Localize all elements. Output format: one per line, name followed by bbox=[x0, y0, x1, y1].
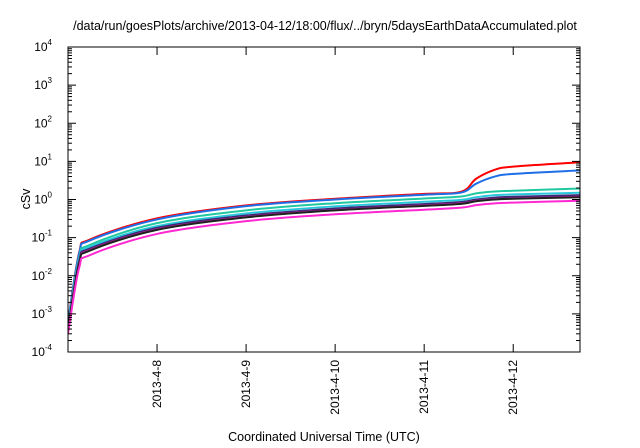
x-tick-label: 2013-4-12 bbox=[506, 360, 520, 415]
y-tick-label: 102 bbox=[34, 114, 52, 130]
y-tick-label: 104 bbox=[34, 38, 52, 54]
series-line-2 bbox=[68, 169, 580, 323]
series-line-5 bbox=[68, 194, 580, 330]
y-tick-label: 100 bbox=[34, 191, 52, 207]
y-axis-label: cSv bbox=[19, 188, 33, 210]
series-line-8 bbox=[68, 199, 580, 334]
x-tick-label: 2013-4-11 bbox=[417, 360, 431, 414]
x-axis-label: Coordinated Universal Time (UTC) bbox=[228, 430, 420, 444]
series-line-4 bbox=[68, 191, 580, 326]
y-tick-label: 103 bbox=[34, 76, 52, 92]
series-line-6 bbox=[68, 195, 580, 330]
series-layer bbox=[68, 161, 580, 334]
y-tick-label: 10-2 bbox=[32, 267, 53, 283]
y-tick-label: 10-4 bbox=[32, 343, 53, 359]
x-tick-label: 2013-4-8 bbox=[150, 360, 164, 408]
y-tick-label: 10-3 bbox=[32, 305, 53, 321]
series-line-7 bbox=[68, 196, 580, 330]
y-tick-label: 10-1 bbox=[32, 229, 53, 245]
y-axis: 10-4 10-3 10-2 10-1 100 101 102 103 104 bbox=[32, 38, 580, 359]
chart-title: /data/run/goesPlots/archive/2013-04-12/1… bbox=[73, 19, 577, 33]
series-line-1 bbox=[68, 161, 580, 323]
x-axis: 2013-4-8 2013-4-9 2013-4-10 2013-4-11 2013-4… bbox=[150, 47, 520, 415]
x-tick-label: 2013-4-10 bbox=[328, 360, 342, 415]
x-tick-label: 2013-4-9 bbox=[239, 360, 253, 408]
y-tick-label: 101 bbox=[34, 152, 52, 168]
series-line-3 bbox=[68, 187, 580, 326]
